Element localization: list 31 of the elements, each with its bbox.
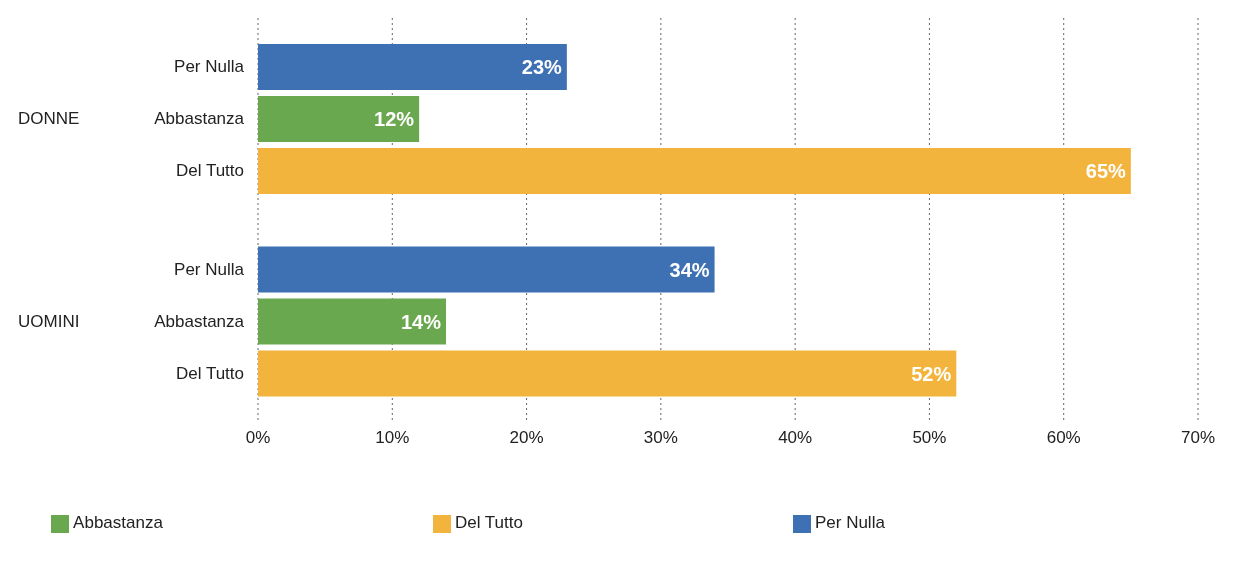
y-tick-label: UOMINI <box>18 311 80 331</box>
x-tick-label: 0% <box>245 428 271 448</box>
text: Per Nulla <box>174 259 244 279</box>
text: Abbastanza <box>154 109 244 129</box>
x-tick-label: 60% <box>1046 428 1081 448</box>
legend-label: Del Tutto <box>454 513 523 532</box>
data-label: 12% <box>374 108 415 131</box>
data-label: 52% <box>911 362 952 385</box>
x-tick-label: 70% <box>1180 428 1216 448</box>
data-label: 23% <box>521 56 563 79</box>
x-tick-label: 40% <box>778 428 813 448</box>
x-tick-label: 20% <box>509 428 544 448</box>
y-tick-label: DONNE <box>18 109 80 129</box>
bar <box>258 298 446 345</box>
data-label: 65% <box>1085 160 1127 183</box>
text: Per Nulla <box>174 57 244 77</box>
text: Abbastanza <box>154 311 244 331</box>
legend-label: Abbastanza <box>73 513 163 532</box>
bar <box>258 350 957 397</box>
text: Del Tutto <box>175 363 244 383</box>
x-tick-label: 10% <box>375 428 410 448</box>
x-tick-label: 30% <box>643 428 678 448</box>
bar <box>258 44 567 90</box>
legend-label: Per Nulla <box>814 513 885 532</box>
x-tick-label: 50% <box>912 428 947 448</box>
bar <box>258 96 420 142</box>
bar <box>258 148 1131 194</box>
bar <box>258 246 715 293</box>
data-label: 34% <box>669 258 710 281</box>
text: Del Tutto <box>175 161 244 181</box>
data-label: 14% <box>400 310 442 333</box>
